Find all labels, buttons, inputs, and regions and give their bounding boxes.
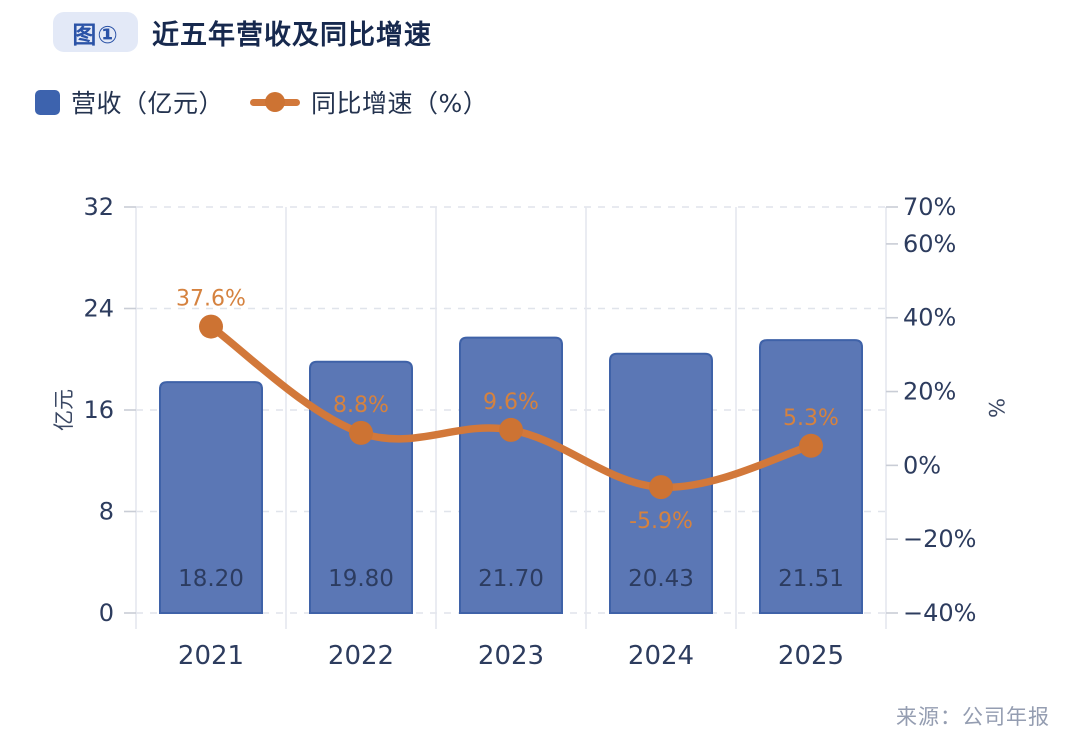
figure-number-badge: 图① bbox=[53, 12, 138, 52]
right-tick-label-40%: 40% bbox=[903, 304, 956, 332]
x-axis-label-2024: 2024 bbox=[628, 641, 694, 671]
right-tick-label-−40%: −40% bbox=[903, 599, 976, 627]
line-value-label-2024: -5.9% bbox=[629, 509, 693, 534]
legend-item-growth[interactable]: 同比增速（%） bbox=[250, 84, 488, 120]
line-series-marker-icon bbox=[250, 91, 301, 113]
left-tick-label-32: 32 bbox=[83, 193, 114, 221]
bar-value-label-2021: 18.20 bbox=[178, 566, 244, 592]
x-axis-label-2022: 2022 bbox=[328, 641, 394, 671]
x-axis-label-2025: 2025 bbox=[778, 641, 844, 671]
right-tick-label-0%: 0% bbox=[903, 451, 941, 479]
line-point-2025 bbox=[799, 433, 823, 458]
line-value-label-2023: 9.6% bbox=[483, 390, 539, 415]
bar-2021 bbox=[159, 381, 263, 614]
left-tick-label-0: 0 bbox=[99, 599, 114, 627]
right-tick-label-20%: 20% bbox=[903, 378, 956, 406]
legend-label-growth: 同比增速（%） bbox=[311, 89, 489, 118]
bar-series-swatch-icon bbox=[35, 89, 60, 115]
bar-value-label-2024: 20.43 bbox=[628, 566, 694, 592]
legend-label-revenue: 营收（亿元） bbox=[71, 89, 225, 118]
right-tick-label-−20%: −20% bbox=[903, 525, 976, 553]
bar-value-label-2023: 21.70 bbox=[478, 566, 544, 592]
line-point-2024 bbox=[649, 475, 673, 500]
source-note: 来源：公司年报 bbox=[896, 705, 1050, 729]
line-value-label-2025: 5.3% bbox=[783, 406, 839, 431]
bar-2023 bbox=[459, 336, 563, 614]
legend-item-revenue[interactable]: 营收（亿元） bbox=[35, 84, 224, 120]
chart-legend: 营收（亿元） 同比增速（%） bbox=[35, 84, 488, 120]
bar-value-label-2025: 21.51 bbox=[778, 566, 844, 592]
left-tick-label-16: 16 bbox=[83, 396, 114, 424]
right-tick-label-60%: 60% bbox=[903, 230, 956, 258]
right-axis-name: % bbox=[984, 398, 1008, 418]
line-point-2021 bbox=[199, 314, 223, 339]
line-value-label-2022: 8.8% bbox=[333, 393, 389, 418]
bar-2025 bbox=[759, 339, 863, 614]
left-tick-label-8: 8 bbox=[99, 498, 114, 526]
x-axis-label-2023: 2023 bbox=[478, 641, 544, 671]
chart-title: 近五年营收及同比增速 bbox=[152, 19, 432, 51]
line-value-label-2021: 37.6% bbox=[176, 287, 246, 312]
bar-value-label-2022: 19.80 bbox=[328, 566, 394, 592]
right-tick-label-70%: 70% bbox=[903, 193, 956, 221]
line-point-2022 bbox=[349, 420, 373, 445]
x-axis-label-2021: 2021 bbox=[178, 641, 244, 671]
line-point-2023 bbox=[499, 417, 523, 442]
left-axis-name: 亿元 bbox=[52, 389, 76, 431]
left-tick-label-24: 24 bbox=[83, 295, 114, 323]
figure-header: 图① 近五年营收及同比增速 bbox=[53, 12, 432, 52]
